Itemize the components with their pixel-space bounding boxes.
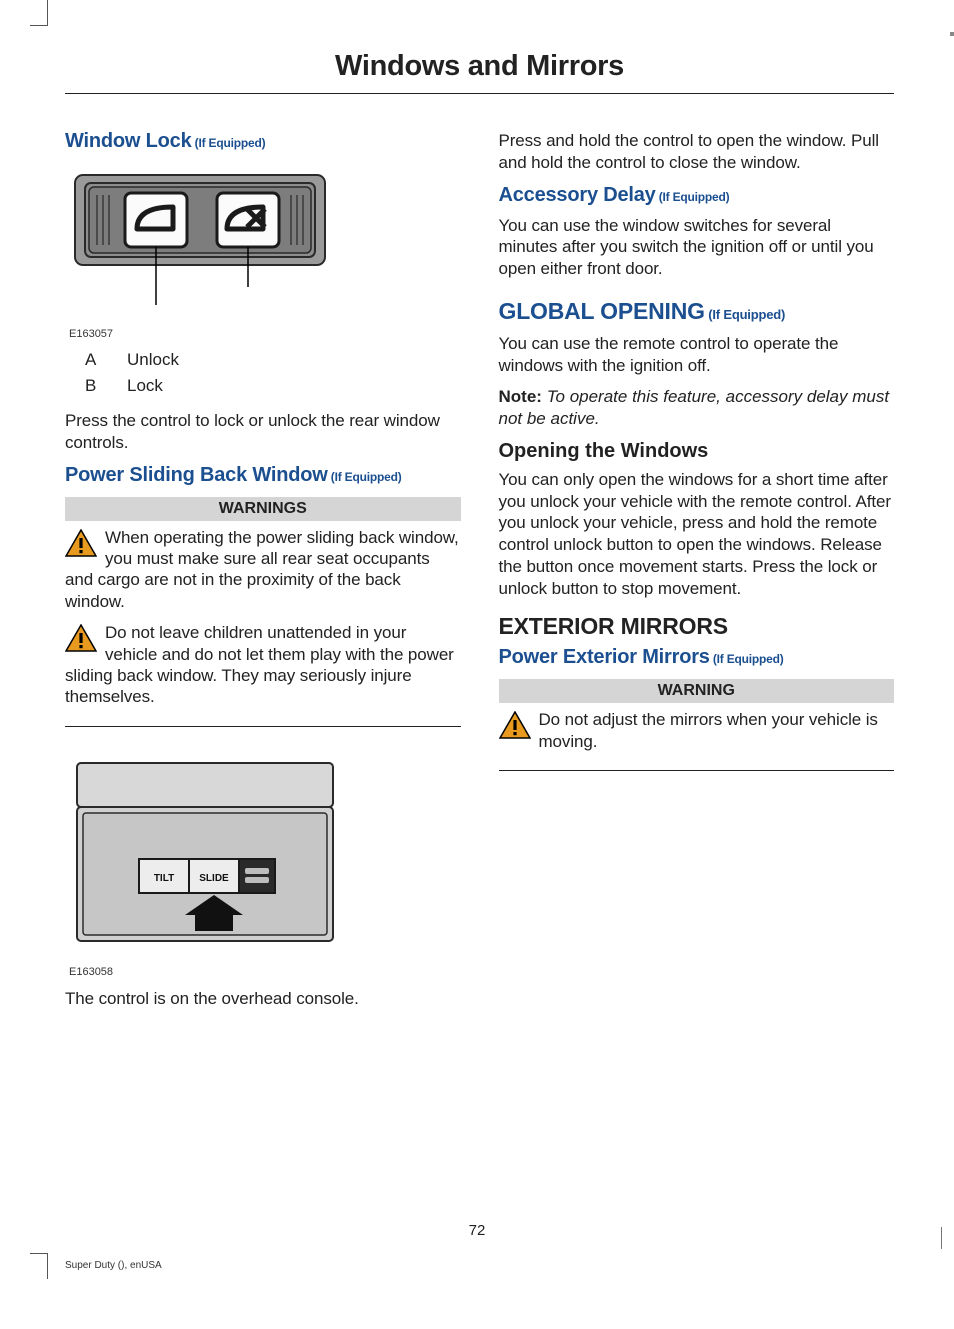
global-opening-text: GLOBAL OPENING: [499, 298, 705, 324]
overhead-console-figure: TILT SLIDE: [65, 755, 345, 955]
pem-suffix: (If Equipped): [710, 652, 784, 666]
opening-windows-body: You can only open the windows for a shor…: [499, 469, 895, 600]
legend-list: A Unlock B Lock: [85, 350, 461, 396]
legend-row-b: B Lock: [85, 376, 461, 396]
warning-icon: [65, 624, 97, 652]
acc-delay-body: You can use the window switches for seve…: [499, 215, 895, 280]
opening-windows-heading: Opening the Windows: [499, 440, 895, 463]
window-lock-suffix: (If Equipped): [192, 136, 266, 150]
legend-val: Unlock: [127, 350, 179, 370]
console-note: The control is on the overhead console.: [65, 988, 461, 1010]
psbw-suffix: (If Equipped): [328, 470, 402, 484]
exterior-mirrors-heading: EXTERIOR MIRRORS: [499, 613, 895, 640]
page-number: 72: [0, 1222, 954, 1239]
warning-item-2: Do not leave children unattended in your…: [65, 622, 461, 708]
footer-text: Super Duty (), enUSA: [65, 1260, 162, 1271]
legend-row-a: A Unlock: [85, 350, 461, 370]
acc-delay-heading: Accessory Delay (If Equipped): [499, 184, 895, 207]
pem-text: Power Exterior Mirrors: [499, 646, 710, 668]
warning-text-1: When operating the power sliding back wi…: [65, 528, 459, 611]
global-opening-note: Note: To operate this feature, accessory…: [499, 386, 895, 430]
window-lock-heading-text: Window Lock: [65, 130, 192, 152]
acc-delay-text: Accessory Delay: [499, 184, 656, 206]
tilt-label: TILT: [154, 873, 174, 884]
legend-key: A: [85, 350, 103, 370]
left-column: Window Lock (If Equipped): [65, 130, 461, 1020]
legend-key: B: [85, 376, 103, 396]
pem-warning-text: Do not adjust the mirrors when your vehi…: [539, 710, 878, 750]
warning-block: Do not adjust the mirrors when your vehi…: [499, 709, 895, 771]
warning-item-1: When operating the power sliding back wi…: [65, 527, 461, 613]
warning-header: WARNING: [499, 679, 895, 703]
psbw-heading-text: Power Sliding Back Window: [65, 464, 328, 486]
window-lock-body: Press the control to lock or unlock the …: [65, 410, 461, 454]
pem-heading: Power Exterior Mirrors (If Equipped): [499, 646, 895, 669]
acc-delay-suffix: (If Equipped): [656, 190, 730, 204]
warning-icon: [65, 529, 97, 557]
window-lock-heading: Window Lock (If Equipped): [65, 130, 461, 153]
slide-label: SLIDE: [199, 873, 229, 884]
chapter-title: Windows and Mirrors: [65, 50, 894, 94]
note-label: Note:: [499, 387, 542, 406]
warning-text-2: Do not leave children unattended in your…: [65, 623, 454, 706]
figure1-ref: E163057: [69, 328, 461, 340]
window-lock-figure: [65, 167, 345, 317]
warnings-block: When operating the power sliding back wi…: [65, 527, 461, 727]
global-opening-suffix: (If Equipped): [705, 307, 785, 322]
warning-icon: [499, 711, 531, 739]
psbw-heading: Power Sliding Back Window (If Equipped): [65, 464, 461, 487]
warnings-header: WARNINGS: [65, 497, 461, 521]
global-opening-heading: GLOBAL OPENING (If Equipped): [499, 298, 895, 325]
global-opening-body: You can use the remote control to operat…: [499, 333, 895, 377]
figure2-ref: E163058: [69, 966, 461, 978]
note-body: To operate this feature, accessory delay…: [499, 387, 890, 428]
open-close-body: Press and hold the control to open the w…: [499, 130, 895, 174]
right-column: Press and hold the control to open the w…: [499, 130, 895, 1020]
legend-val: Lock: [127, 376, 163, 396]
pem-warning-item: Do not adjust the mirrors when your vehi…: [499, 709, 895, 752]
